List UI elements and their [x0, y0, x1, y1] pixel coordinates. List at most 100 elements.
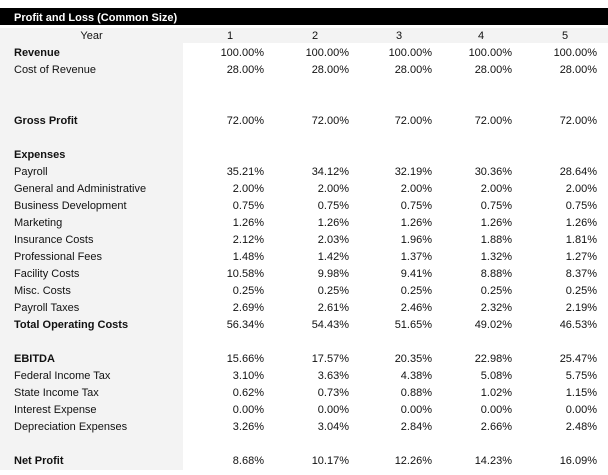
value-cell: 0.25% [565, 285, 597, 297]
row-label: Expenses [14, 149, 66, 161]
table-row: Payroll 35.21% 34.12% 32.19% 30.36% 28.64% [0, 164, 608, 181]
row-label [14, 96, 182, 113]
report-title: Profit and Loss (Common Size) [14, 12, 178, 24]
value-cell: 28.00% [474, 64, 512, 76]
value-cell: 1.27% [565, 251, 597, 263]
value-cell: 1.48% [232, 251, 264, 263]
value-cell: 2.46% [400, 302, 432, 314]
table-row: Insurance Costs 2.12% 2.03% 1.96% 1.88% 1.81% [0, 232, 608, 249]
table-row: Total Operating Costs 56.34% 54.43% 51.65% 4… [0, 317, 608, 334]
value-cell: 2.66% [480, 421, 512, 433]
value-cell: 34.12% [311, 166, 349, 178]
value-cell: 0.00% [317, 404, 349, 416]
value-cell: 3.63% [317, 370, 349, 382]
row-label: State Income Tax [14, 387, 99, 399]
value-cell: 32.19% [394, 166, 432, 178]
table-row: Facility Costs 10.58% 9.98% 9.41% 8.88% 8.37% [0, 266, 608, 283]
value-cell: 0.73% [317, 387, 349, 399]
value-cell: 0.62% [232, 387, 264, 399]
value-cell: 0.25% [232, 285, 264, 297]
year-label: Year [80, 30, 103, 42]
row-label [14, 130, 182, 147]
value-cell: 100.00% [388, 47, 432, 59]
value-cell: 3.04% [317, 421, 349, 433]
value-cell: 72.00% [311, 115, 349, 127]
value-cell: 72.00% [474, 115, 512, 127]
value-cell: 0.25% [480, 285, 512, 297]
table-row: Cost of Revenue 28.00% 28.00% 28.00% 28.00% 2… [0, 62, 608, 79]
value-cell: 51.65% [394, 319, 432, 331]
table-row: Gross Profit 72.00% 72.00% 72.00% 72.00% 72.0… [0, 113, 608, 130]
table-row [0, 130, 608, 147]
value-cell: 22.98% [474, 353, 512, 365]
value-cell: 2.84% [400, 421, 432, 433]
row-label [14, 79, 182, 96]
table-row: Misc. Costs 0.25% 0.25% 0.25% 0.25% 0.25% [0, 283, 608, 300]
value-cell: 72.00% [394, 115, 432, 127]
value-cell: 0.75% [565, 200, 597, 212]
row-label [14, 334, 182, 351]
year-header: 5 [562, 30, 569, 42]
row-label: Federal Income Tax [14, 370, 111, 382]
value-cell: 8.37% [565, 268, 597, 280]
value-cell: 0.88% [400, 387, 432, 399]
table-row: General and Administrative 2.00% 2.00% 2.00… [0, 181, 608, 198]
value-cell: 4.38% [400, 370, 432, 382]
table-row: Net Profit 8.68% 10.17% 12.26% 14.23% 16.09% [0, 453, 608, 470]
value-cell: 2.69% [232, 302, 264, 314]
value-cell: 12.26% [394, 455, 432, 467]
value-cell: 10.17% [311, 455, 349, 467]
label-column-background [0, 28, 183, 470]
row-label: Depreciation Expenses [14, 421, 128, 433]
row-label: Cost of Revenue [14, 64, 96, 76]
value-cell: 28.64% [559, 166, 597, 178]
value-cell: 1.32% [480, 251, 512, 263]
value-cell: 30.36% [474, 166, 512, 178]
value-cell: 9.98% [317, 268, 349, 280]
value-cell: 1.96% [400, 234, 432, 246]
table-row: Business Development 0.75% 0.75% 0.75% 0.75%… [0, 198, 608, 215]
row-label: Insurance Costs [14, 234, 94, 246]
value-cell: 3.26% [232, 421, 264, 433]
year-header: 4 [478, 30, 485, 42]
value-cell: 28.00% [226, 64, 264, 76]
value-cell: 0.25% [400, 285, 432, 297]
value-cell: 2.03% [317, 234, 349, 246]
value-cell: 0.25% [317, 285, 349, 297]
value-cell: 15.66% [226, 353, 264, 365]
value-cell: 0.75% [232, 200, 264, 212]
value-cell: 2.00% [480, 183, 512, 195]
value-cell: 5.08% [480, 370, 512, 382]
year-header-row: Year 1 2 3 4 5 [0, 28, 608, 43]
value-cell: 46.53% [559, 319, 597, 331]
value-cell: 10.58% [226, 268, 264, 280]
value-cell: 2.00% [232, 183, 264, 195]
value-cell: 2.48% [565, 421, 597, 433]
row-label: Gross Profit [14, 115, 78, 127]
row-label: Revenue [14, 47, 60, 59]
table-row: Payroll Taxes 2.69% 2.61% 2.46% 2.32% 2.19% [0, 300, 608, 317]
row-label: General and Administrative [14, 183, 147, 195]
report-title-bar: Profit and Loss (Common Size) [0, 8, 608, 25]
value-cell: 17.57% [311, 353, 349, 365]
table-row: Depreciation Expenses 3.26% 3.04% 2.84% 2.66… [0, 419, 608, 436]
value-cell: 2.61% [317, 302, 349, 314]
value-cell: 0.75% [317, 200, 349, 212]
value-cell: 2.00% [400, 183, 432, 195]
value-cell: 100.00% [468, 47, 512, 59]
row-label: Payroll Taxes [14, 302, 80, 314]
table-row: Federal Income Tax 3.10% 3.63% 4.38% 5.08% 5.… [0, 368, 608, 385]
value-cell: 16.09% [559, 455, 597, 467]
row-label: Net Profit [14, 455, 64, 467]
value-cell: 2.00% [317, 183, 349, 195]
value-cell: 9.41% [400, 268, 432, 280]
row-label: EBITDA [14, 353, 55, 365]
value-cell: 8.68% [232, 455, 264, 467]
value-cell: 72.00% [559, 115, 597, 127]
value-cell: 1.15% [565, 387, 597, 399]
row-label: Payroll [14, 166, 48, 178]
row-label [14, 436, 182, 453]
value-cell: 2.12% [232, 234, 264, 246]
table-row: Professional Fees 1.48% 1.42% 1.37% 1.32% 1.2… [0, 249, 608, 266]
value-cell: 0.75% [480, 200, 512, 212]
